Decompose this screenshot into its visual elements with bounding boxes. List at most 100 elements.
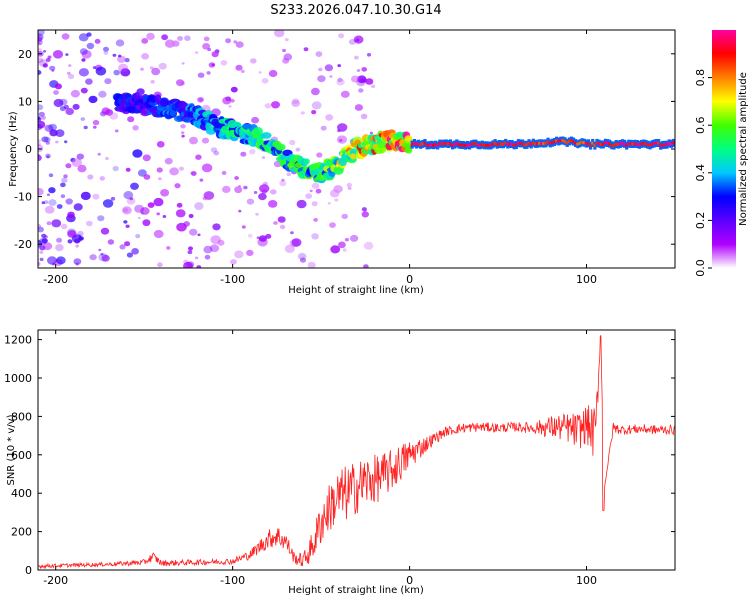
spectrogram-noise-cell	[153, 197, 164, 207]
spectrogram-ridge-cell	[276, 143, 286, 151]
spectrogram-noise-cell	[169, 167, 179, 176]
spectrogram-noise-cell	[247, 233, 253, 238]
spectrogram-noise-cell	[56, 204, 63, 209]
spectrogram-noise-cell	[188, 213, 194, 219]
spectrogram-ridge-cell	[614, 142, 618, 146]
spectrogram-ridge-cell	[548, 141, 552, 145]
spectrogram-noise-cell	[175, 209, 186, 218]
spectrogram-noise-cell	[81, 50, 92, 59]
spectrogram-ridge-cell	[461, 143, 465, 147]
spectrogram-noise-cell	[241, 225, 246, 229]
spectrogram-noise-cell	[38, 139, 41, 142]
spectrogram-ridge-cell	[459, 143, 463, 147]
spectrogram-ridge-cell	[487, 144, 491, 147]
spectrogram-ridge-cell	[442, 142, 446, 146]
spectrogram-noise-cell	[268, 200, 278, 208]
spectrogram-noise-cell	[295, 147, 301, 152]
spectrogram-noise-cell	[317, 75, 326, 83]
spectrogram-y-tick-label: 20	[18, 48, 32, 61]
spectrogram-noise-cell	[94, 38, 101, 44]
spectrogram-heatmap	[38, 30, 675, 268]
spectrogram-noise-cell	[178, 166, 184, 171]
spectrogram-noise-cell	[318, 67, 323, 72]
snr-y-tick-label: 400	[11, 487, 32, 500]
spectrogram-noise-cell	[259, 184, 270, 193]
spectrogram-noise-cell	[256, 236, 260, 239]
spectrogram-noise-cell	[210, 147, 218, 153]
spectrogram-ridge-cell	[425, 143, 429, 147]
spectrogram-noise-cell	[286, 172, 291, 176]
spectrogram-noise-cell	[174, 183, 181, 189]
spectrogram-noise-cell	[67, 211, 75, 218]
spectrogram-noise-cell	[311, 201, 318, 207]
spectrogram-noise-cell	[80, 87, 88, 94]
snr-y-tick-label: 600	[11, 449, 32, 462]
spectrogram-ridge-cell	[652, 142, 656, 145]
spectrogram-noise-cell	[320, 125, 327, 131]
spectrogram-noise-cell	[203, 245, 213, 254]
spectrogram-ridge-cell	[506, 143, 510, 146]
spectrogram-noise-cell	[43, 136, 51, 143]
spectrogram-noise-cell	[105, 156, 109, 161]
spectrogram-noise-cell	[146, 32, 155, 41]
spectrogram-ridge-cell	[561, 139, 565, 142]
spectrogram-noise-cell	[38, 120, 46, 129]
spectrogram-ridge-cell	[429, 143, 433, 147]
spectrogram-y-tick-label: -20	[14, 238, 32, 251]
spectrogram-noise-cell	[60, 223, 68, 230]
spectrogram-noise-cell	[316, 152, 323, 158]
spectrogram-ridge-cell	[567, 140, 571, 143]
spectrogram-noise-cell	[197, 72, 205, 78]
spectrogram-noise-cell	[264, 103, 272, 109]
spectrogram-noise-cell	[56, 256, 66, 265]
spectrogram-noise-cell	[329, 75, 333, 78]
spectrogram-noise-cell	[38, 187, 44, 196]
spectrogram-ridge-cell	[616, 143, 620, 147]
spectrogram-ridge-cell	[546, 140, 550, 144]
spectrogram-noise-cell	[132, 149, 143, 158]
spectrogram-noise-cell	[140, 207, 150, 215]
spectrogram-ridge-cell	[414, 143, 419, 146]
spectrogram-noise-cell	[118, 54, 122, 58]
spectrogram-ridge-cell	[521, 142, 525, 145]
spectrogram-noise-cell	[309, 189, 313, 193]
spectrogram-x-tick-label: 0	[406, 273, 413, 286]
spectrogram-ridge-cell	[584, 142, 588, 146]
spectrogram-noise-cell	[77, 164, 87, 173]
colorbar-tick-label: 0.8	[694, 69, 707, 87]
spectrogram-noise-cell	[238, 185, 241, 188]
spectrogram-ridge-cell	[252, 126, 263, 136]
spectrogram-noise-cell	[103, 51, 109, 55]
spectrogram-noise-cell	[44, 205, 55, 214]
spectrogram-noise-cell	[43, 50, 47, 53]
spectrogram-noise-cell	[48, 199, 57, 206]
spectrogram-ridge-cell	[667, 141, 671, 145]
spectrogram-noise-cell	[137, 216, 141, 220]
spectrogram-noise-cell	[72, 103, 80, 110]
spectrogram-noise-cell	[143, 174, 151, 180]
spectrogram-noise-cell	[102, 199, 114, 208]
spectrogram-noise-cell	[83, 125, 88, 130]
spectrogram-ridge-cell	[404, 135, 413, 142]
colorbar-ticks: 0.0 0.2 0.4 0.6 0.8	[694, 69, 712, 277]
spectrogram-ridge-cell	[663, 143, 667, 147]
spectrogram-noise-cell	[346, 182, 352, 188]
spectrogram-noise-cell	[65, 163, 72, 169]
spectrogram-noise-cell	[361, 207, 367, 212]
spectrogram-noise-cell	[158, 177, 162, 181]
spectrogram-ridge-cell	[518, 141, 523, 145]
spectrogram-noise-cell	[124, 241, 131, 247]
spectrogram-noise-cell	[196, 96, 205, 103]
spectrogram-ridge-cell	[673, 141, 675, 145]
spectrogram-noise-cell	[230, 259, 237, 265]
colorbar-tick-label: 0.6	[694, 116, 707, 134]
spectrogram-ridge-cell	[523, 143, 527, 147]
spectrogram-noise-cell	[115, 39, 125, 47]
spectrogram-ridge-cell	[470, 142, 474, 146]
spectrogram-noise-cell	[337, 77, 343, 83]
spectrogram-noise-cell	[187, 250, 193, 255]
spectrogram-ridge-cell	[597, 142, 601, 146]
spectrogram-noise-cell	[47, 55, 52, 59]
spectrogram-noise-cell	[358, 88, 364, 93]
